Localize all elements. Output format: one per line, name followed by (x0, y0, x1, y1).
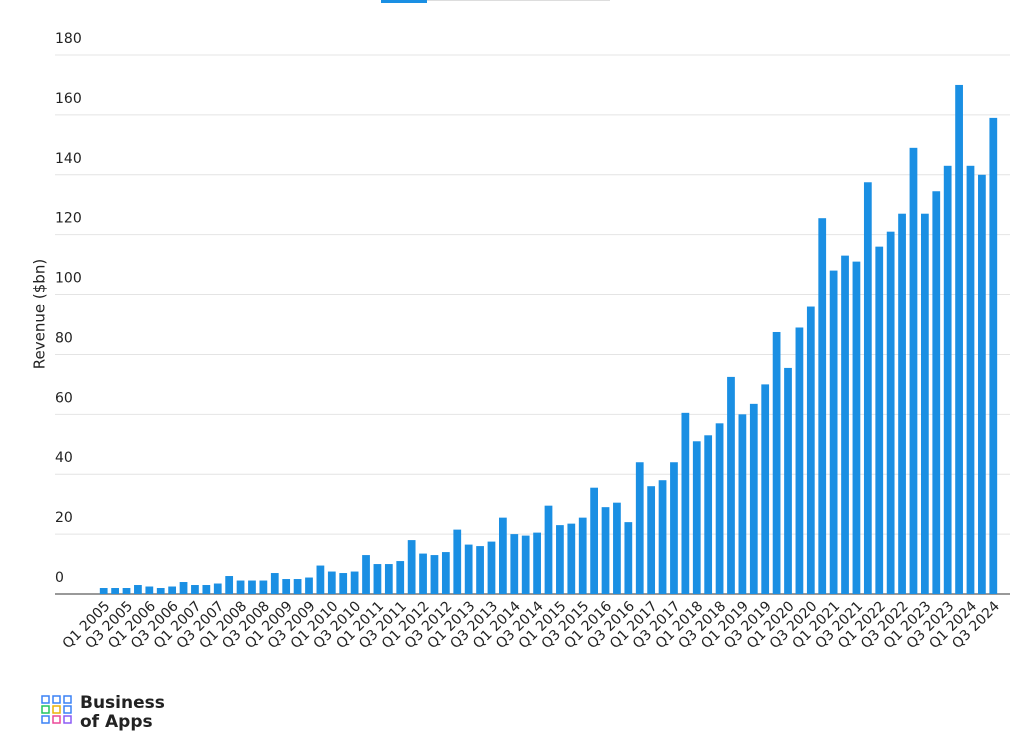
bar (738, 414, 747, 594)
bar (829, 270, 838, 594)
bar (293, 579, 302, 594)
bar (635, 462, 644, 594)
bar (978, 174, 986, 594)
bar (362, 555, 370, 594)
bar (270, 573, 279, 594)
bar (430, 555, 439, 594)
bar (487, 541, 496, 594)
bar (396, 561, 405, 594)
bar (533, 532, 541, 594)
bar (350, 571, 359, 594)
bar (305, 577, 313, 594)
logo-text: Business (80, 693, 165, 713)
bar (464, 544, 473, 594)
bar (236, 580, 245, 594)
bar (225, 576, 234, 594)
bar (248, 580, 256, 594)
bar (875, 246, 884, 594)
bar (601, 507, 610, 594)
logo: Business of Apps (41, 693, 165, 732)
bar (202, 585, 211, 594)
bar (590, 487, 598, 594)
bar (852, 261, 861, 594)
bar (715, 423, 724, 594)
bar (259, 580, 268, 594)
bar (772, 331, 781, 594)
bar (670, 462, 678, 594)
bar (692, 441, 701, 594)
bar (134, 585, 142, 594)
bar (818, 218, 827, 595)
bar (932, 191, 941, 594)
bar (282, 579, 291, 594)
bar (613, 502, 621, 594)
bar (499, 517, 507, 594)
bar (578, 517, 587, 594)
y-tick-label: 120 (55, 211, 82, 227)
y-tick-label: 80 (55, 330, 73, 346)
bar (168, 586, 177, 594)
bar (453, 529, 462, 594)
bar (476, 546, 484, 594)
y-axis-label: Revenue ($bn) (31, 259, 49, 369)
y-tick-label: 100 (55, 271, 82, 287)
bar (863, 182, 872, 594)
bar (544, 505, 553, 594)
bar (704, 435, 713, 594)
bar (145, 586, 154, 594)
bar (966, 165, 975, 595)
bar (407, 540, 416, 594)
bar (806, 306, 815, 594)
bar (841, 255, 849, 594)
y-tick-label: 20 (55, 510, 73, 526)
y-tick-label: 0 (55, 570, 64, 586)
bar (339, 573, 348, 594)
y-tick-label: 180 (55, 31, 82, 47)
bar (111, 588, 119, 594)
bar (624, 522, 633, 594)
y-tick-label: 60 (55, 390, 73, 406)
bar (419, 553, 427, 594)
bar (955, 84, 963, 594)
legend-fragment (381, 0, 427, 3)
bar (373, 564, 382, 594)
bar (727, 376, 735, 594)
bar (567, 523, 576, 594)
bar (510, 534, 519, 594)
bar (920, 213, 929, 594)
logo-text: of Apps (80, 712, 153, 732)
legend-fragment (427, 0, 610, 1)
bar (795, 327, 804, 594)
bar (749, 403, 758, 594)
bar (556, 525, 564, 594)
bar (909, 147, 918, 595)
bar (327, 571, 336, 594)
bar (784, 367, 792, 594)
bar (886, 231, 895, 594)
bar (647, 486, 656, 594)
bar (441, 552, 450, 594)
bar (122, 588, 131, 594)
bar (521, 535, 530, 594)
bar (989, 117, 998, 594)
bar (213, 583, 222, 594)
y-tick-label: 160 (55, 91, 82, 107)
bar (943, 165, 952, 595)
bar (761, 384, 770, 594)
y-tick-label: 40 (55, 450, 73, 466)
bar (316, 565, 325, 594)
bar (179, 582, 188, 594)
bar (384, 564, 393, 594)
bar (898, 213, 906, 594)
bar (681, 412, 690, 594)
y-tick-label: 140 (55, 151, 82, 167)
bar (99, 588, 108, 594)
bar (658, 480, 667, 594)
bar (156, 588, 165, 594)
bar (191, 585, 199, 594)
